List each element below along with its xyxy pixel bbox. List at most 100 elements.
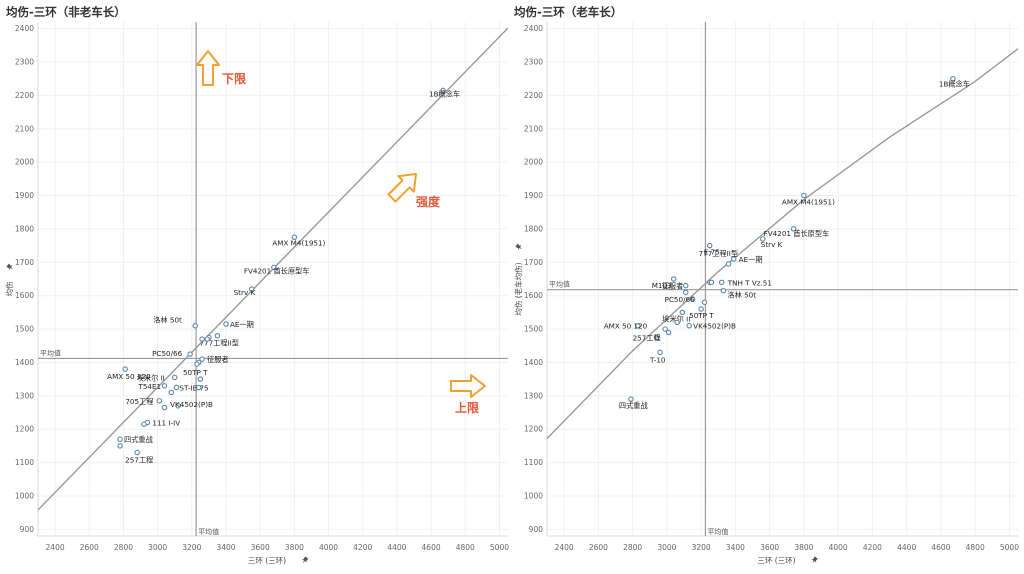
data-point[interactable]: [628, 396, 634, 402]
data-point[interactable]: [701, 299, 708, 306]
data-point[interactable]: [223, 321, 229, 327]
data-point[interactable]: [204, 336, 210, 342]
y-tick-label: 2200: [15, 91, 34, 100]
x-tick-label: 3000: [148, 543, 167, 552]
annotation-label: 上限: [455, 400, 479, 415]
data-point[interactable]: [950, 75, 956, 82]
point-label: AE一期: [739, 255, 763, 264]
y-tick-label: 1800: [15, 224, 34, 233]
data-point[interactable]: [192, 322, 198, 329]
data-point[interactable]: [117, 443, 123, 449]
data-point[interactable]: [199, 356, 205, 362]
data-point[interactable]: [248, 286, 255, 292]
y-tick-label: 1100: [15, 458, 34, 467]
data-point[interactable]: [686, 322, 692, 329]
x-tick-label: 3400: [216, 543, 235, 552]
y-tick-label: 1900: [524, 191, 543, 200]
data-point[interactable]: [730, 256, 737, 262]
point-label: PC50/66: [152, 349, 182, 358]
data-point[interactable]: [801, 192, 807, 199]
data-point[interactable]: [197, 376, 204, 382]
point-label: Strv K: [234, 288, 256, 297]
gridlines: [38, 22, 508, 536]
data-point[interactable]: [665, 329, 672, 336]
point-label: 50TP T: [183, 368, 208, 377]
data-point[interactable]: [706, 242, 713, 249]
chart-title: 均伤-三环（老车长）: [514, 5, 622, 19]
annotation-arrow-icon: [387, 172, 418, 203]
annotation-label: 强度: [416, 194, 441, 209]
data-point[interactable]: [175, 403, 181, 409]
data-point[interactable]: [187, 351, 193, 357]
y-tick-label: 1000: [524, 491, 543, 500]
x-tick-label: 4600: [422, 543, 441, 552]
data-point[interactable]: [718, 279, 725, 286]
trend-line: [547, 48, 1018, 440]
data-point[interactable]: [790, 226, 797, 232]
data-point[interactable]: [161, 383, 168, 389]
data-point[interactable]: [291, 234, 298, 241]
point-label: 埃米尔 II: [137, 373, 165, 382]
data-point[interactable]: [708, 279, 715, 286]
x-tick-label: 3800: [794, 543, 813, 552]
data-point[interactable]: [657, 349, 663, 356]
data-point[interactable]: [682, 289, 689, 296]
y-tick-label: 1300: [15, 391, 34, 400]
chart-panel-non-veteran: 均伤-三环（非老车长） 900 1000 1100 1200 1300 1400 1500 16…: [4, 5, 509, 565]
data-point[interactable]: [195, 384, 202, 391]
y-tick-label: 1400: [15, 358, 34, 367]
x-average-label: 平均值: [707, 527, 728, 536]
y-tick-label: 2400: [524, 24, 543, 33]
x-tick-label: 4200: [353, 543, 372, 552]
y-tick-label: 2300: [524, 58, 543, 67]
data-point[interactable]: [171, 374, 178, 381]
x-tick-label: 4400: [897, 543, 916, 552]
x-axis-title: 三环 (三环): [248, 556, 286, 565]
x-tick-label: 3400: [726, 543, 745, 552]
point-label: AMX M4(1951): [272, 238, 325, 247]
data-point[interactable]: [271, 264, 277, 271]
x-tick-label: 2400: [46, 543, 65, 552]
y-tick-label: 1100: [524, 458, 543, 467]
chart-panel-veteran: 均伤-三环（老车长） 900 1000 1100 1200 1300 1400 1500 160…: [513, 5, 1019, 565]
data-point[interactable]: [194, 361, 200, 367]
data-point[interactable]: [725, 261, 732, 267]
data-point[interactable]: [760, 236, 766, 242]
point-label: TNH T Vz.51: [727, 278, 772, 287]
data-point[interactable]: [653, 334, 660, 341]
data-point[interactable]: [670, 276, 677, 282]
data-point[interactable]: [440, 87, 446, 94]
data-point[interactable]: [168, 389, 175, 396]
data-point[interactable]: [662, 326, 668, 332]
y-tick-label: 1600: [524, 291, 543, 300]
y-tick-label: 2000: [524, 158, 543, 167]
x-tick-label: 2800: [623, 543, 642, 552]
data-point[interactable]: [199, 336, 205, 342]
data-point[interactable]: [214, 332, 221, 339]
data-point[interactable]: [117, 436, 123, 442]
data-point[interactable]: [635, 322, 641, 329]
data-point[interactable]: [720, 287, 727, 294]
data-point[interactable]: [173, 384, 180, 391]
data-point[interactable]: [156, 398, 163, 404]
point-label: AMX 50 120: [604, 322, 648, 331]
data-point[interactable]: [161, 404, 168, 411]
pin-icon: [811, 556, 818, 564]
data-point[interactable]: [122, 366, 128, 372]
point-label: 洛林 50t: [153, 316, 182, 325]
data-point[interactable]: [698, 306, 704, 312]
point-label: Strv K: [761, 240, 783, 249]
y-tick-label: 2100: [15, 124, 34, 133]
data-point[interactable]: [682, 282, 689, 289]
y-average-label: 平均值: [40, 348, 61, 357]
gridlines: [547, 22, 1018, 536]
data-point[interactable]: [141, 421, 147, 427]
data-point[interactable]: [674, 319, 680, 326]
data-point[interactable]: [134, 449, 140, 456]
data-point[interactable]: [679, 309, 686, 316]
x-tick-label: 4000: [829, 543, 848, 552]
data-point[interactable]: [689, 296, 696, 302]
point-label: 705工程: [125, 397, 153, 406]
point-label: AE一期: [230, 320, 254, 329]
